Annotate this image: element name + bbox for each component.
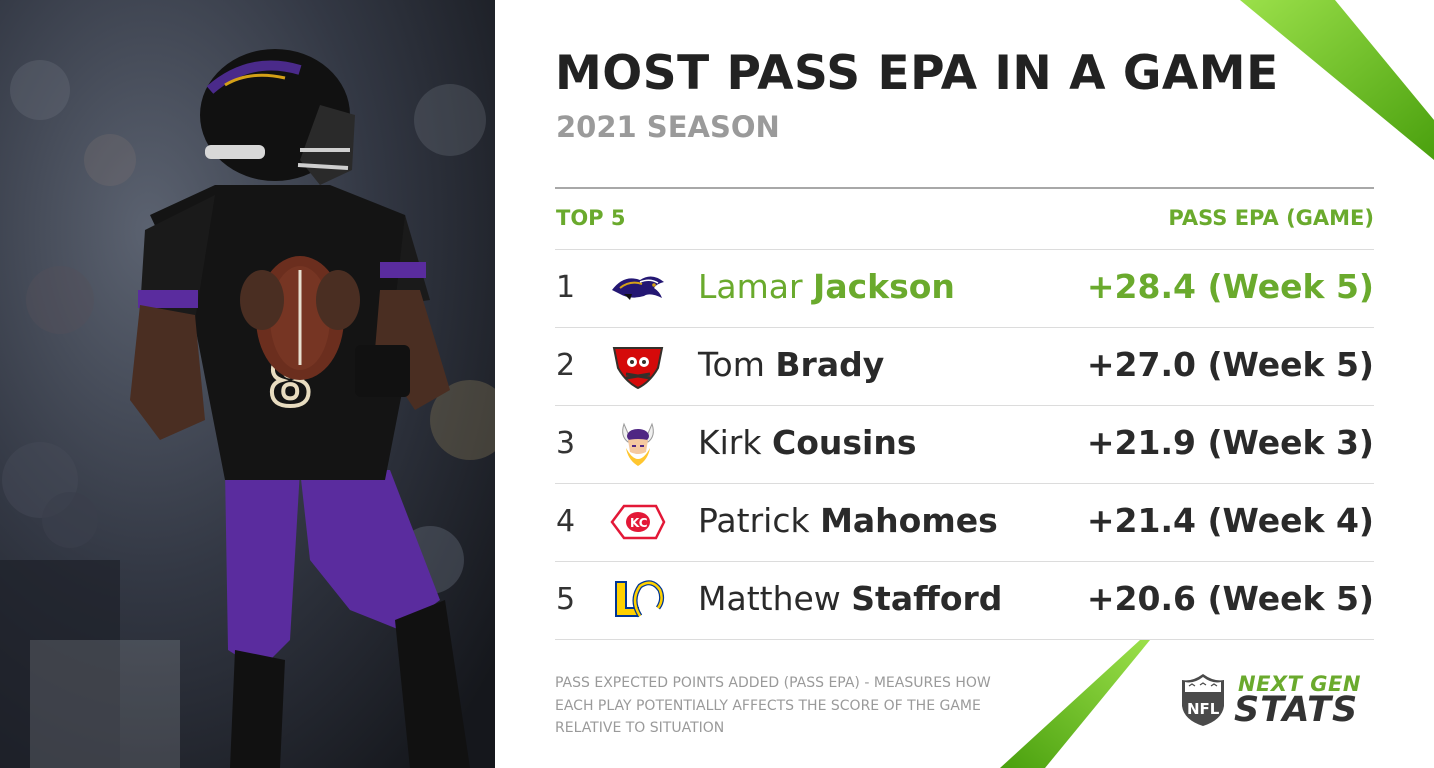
- footnote: PASS EXPECTED POINTS ADDED (PASS EPA) - …: [555, 675, 991, 736]
- table-row: 5 Matthew Stafford +20.6 (Week 5): [555, 561, 1374, 640]
- divider: [555, 187, 1374, 189]
- rank-number: 3: [556, 426, 576, 461]
- leaderboard-table: 1 Lamar Jackson +28.4 (Week 5) 2: [555, 249, 1374, 640]
- table-row: 1 Lamar Jackson +28.4 (Week 5): [555, 249, 1374, 327]
- table-row: 3 Kirk Cousins +21.9 (Week 3): [555, 405, 1374, 483]
- column-header-rank: TOP 5: [556, 206, 626, 230]
- chiefs-logo-icon: KC: [610, 498, 666, 546]
- quarterback-illustration: 8: [0, 0, 495, 768]
- table-row: 4 KC Patrick Mahomes +21.4 (Week 4): [555, 483, 1374, 561]
- pass-epa-value: +21.4 (Week 4): [1086, 501, 1374, 540]
- green-stripe-decoration: [1240, 0, 1434, 160]
- pass-epa-value: +20.6 (Week 5): [1086, 579, 1374, 618]
- page-title: MOST PASS EPA IN A GAME: [555, 46, 1279, 101]
- player-name: Patrick Mahomes: [698, 501, 998, 540]
- next-gen-stats-logo: NFL NEXT GEN STATS: [1180, 670, 1380, 730]
- player-name: Lamar Jackson: [698, 267, 955, 306]
- player-name: Kirk Cousins: [698, 423, 917, 462]
- pass-epa-value: +27.0 (Week 5): [1086, 345, 1374, 384]
- green-stripe-decoration: [1000, 640, 1150, 768]
- player-name: Tom Brady: [698, 345, 885, 384]
- rank-number: 5: [556, 582, 576, 617]
- rank-number: 4: [556, 504, 576, 539]
- brand-line-1: NEXT GEN: [1238, 672, 1361, 696]
- player-photo: 8: [0, 0, 495, 768]
- rank-number: 2: [556, 348, 576, 383]
- rank-number: 1: [556, 270, 576, 305]
- vikings-logo-icon: [610, 420, 666, 468]
- rams-logo-icon: [610, 576, 666, 624]
- page-subtitle: 2021 SEASON: [556, 110, 780, 144]
- brand-line-2: STATS: [1234, 690, 1359, 730]
- pass-epa-value: +21.9 (Week 3): [1086, 423, 1374, 462]
- nfl-shield-icon: NFL: [1182, 674, 1224, 726]
- column-header-epa: PASS EPA (GAME): [1168, 206, 1374, 230]
- table-row: 2 Tom Brady +27.0 (Week 5): [555, 327, 1374, 405]
- buccaneers-logo-icon: [610, 342, 666, 390]
- ravens-logo-icon: [610, 264, 666, 312]
- svg-text:KC: KC: [630, 516, 648, 530]
- pass-epa-value: +28.4 (Week 5): [1086, 267, 1374, 306]
- player-name: Matthew Stafford: [698, 579, 1003, 618]
- svg-text:NFL: NFL: [1187, 700, 1220, 718]
